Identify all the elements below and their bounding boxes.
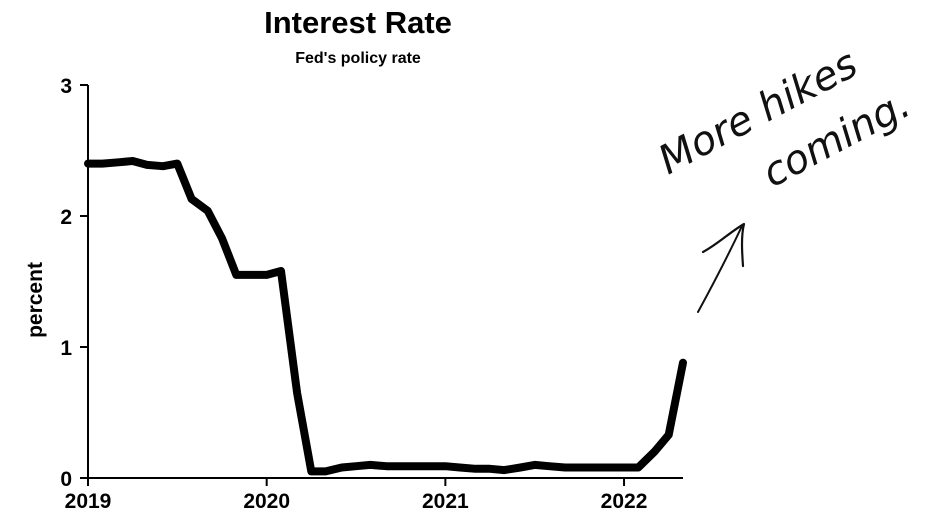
handwritten-annotation: More hikes coming. (651, 41, 918, 313)
chart-title: Interest Rate (264, 5, 452, 40)
x-tick-label: 2022 (601, 490, 648, 513)
x-tick-label: 2021 (422, 490, 469, 513)
axes (87, 85, 683, 479)
x-tick-label: 2020 (243, 490, 290, 513)
annotation-arrow (697, 225, 743, 313)
series-line (84, 157, 687, 476)
annotation-arrow-head (701, 222, 746, 268)
y-tick-label: 0 (60, 468, 72, 491)
y-tick-label: 1 (60, 337, 72, 360)
chart-subtitle: Fed's policy rate (295, 50, 421, 67)
axis-ticks: 0 1 2 3 2019 2020 2021 2022 (60, 75, 647, 513)
x-tick-label: 2019 (65, 490, 112, 513)
y-tick-label: 3 (60, 75, 72, 98)
y-tick-label: 2 (60, 206, 72, 229)
y-axis-label: percent (24, 262, 47, 338)
